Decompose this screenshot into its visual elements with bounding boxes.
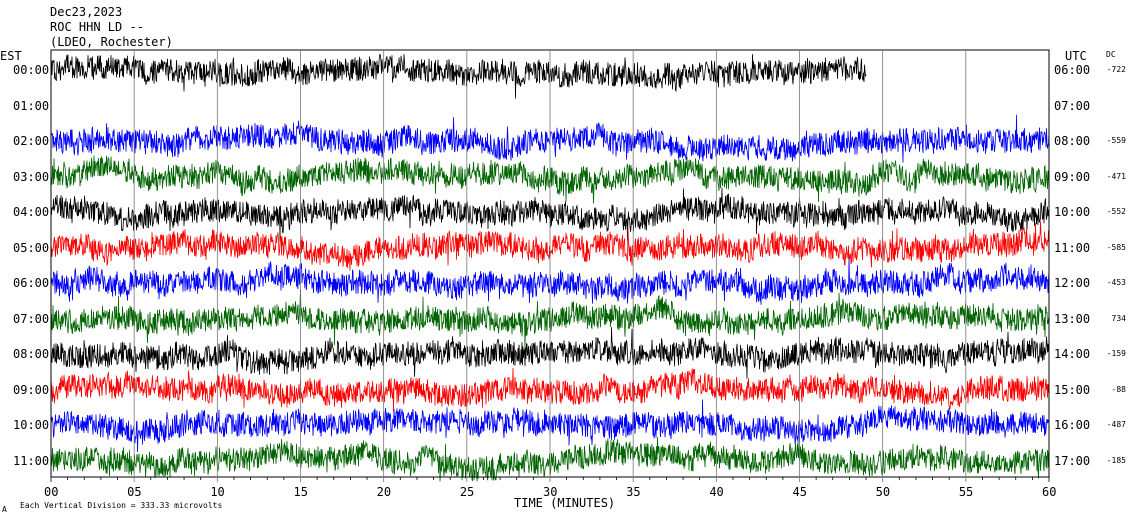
x-tick-label: 05	[127, 485, 142, 499]
dc-offset-label: -559	[1106, 136, 1126, 145]
right-hour-label: 09:00	[1054, 169, 1091, 184]
right-hour-label: 07:00	[1054, 98, 1091, 113]
dc-offset-label: -722	[1106, 65, 1126, 74]
dc-offset-label: -159	[1106, 349, 1126, 358]
dc-offset-label: -552	[1106, 207, 1126, 216]
left-hour-label: 09:00	[13, 382, 50, 397]
x-axis-title: TIME (MINUTES)	[514, 496, 616, 510]
scale-note: Each Vertical Division = 333.33 microvol…	[20, 501, 223, 510]
x-tick-label: 50	[875, 485, 891, 499]
est-zone-label: EST	[0, 49, 22, 63]
x-tick-label: 60	[1042, 485, 1057, 499]
utc-zone-label: UTC	[1065, 49, 1087, 63]
right-hour-label: 06:00	[1054, 63, 1091, 77]
right-hour-label: 16:00	[1054, 418, 1091, 432]
dc-offset-label: 734	[1111, 313, 1126, 323]
left-hour-label: 08:00	[13, 347, 50, 361]
dc-column-label: DC	[1106, 50, 1116, 59]
right-hour-label: 11:00	[1054, 240, 1091, 255]
left-hour-label: 11:00	[13, 453, 50, 468]
right-hour-label: 12:00	[1054, 276, 1091, 290]
network-name: (LDEO, Rochester)	[50, 35, 173, 49]
x-tick-label: 15	[293, 485, 308, 499]
right-hour-label: 17:00	[1054, 453, 1091, 468]
corner-mark: A	[2, 505, 7, 514]
left-hour-label: 10:00	[13, 418, 50, 432]
dc-offset-label: -487	[1106, 420, 1126, 429]
left-hour-label: 05:00	[13, 240, 50, 255]
station-name: ROC HHN LD --	[50, 20, 144, 34]
right-hour-label: 08:00	[1054, 134, 1091, 148]
left-hour-label: 03:00	[13, 169, 50, 184]
dc-offset-label: -471	[1106, 171, 1126, 181]
left-hour-label: 04:00	[13, 205, 50, 219]
x-tick-label: 45	[792, 485, 807, 499]
right-hour-label: 10:00	[1054, 205, 1091, 219]
x-tick-label: 40	[709, 485, 724, 499]
dc-offset-label: -453	[1106, 278, 1126, 287]
x-tick-label: 55	[958, 485, 974, 499]
dc-offset-label: -185	[1106, 455, 1126, 465]
right-hour-label: 15:00	[1054, 382, 1091, 397]
grid-lines	[50, 49, 1050, 482]
left-hour-label: 01:00	[13, 98, 50, 113]
x-tick-label: 25	[459, 485, 475, 499]
left-hour-label: 02:00	[13, 134, 50, 148]
chart-date: Dec23,2023	[50, 5, 123, 19]
x-tick-label: 35	[626, 485, 641, 499]
x-tick-label: 30	[543, 485, 558, 499]
trace-0000	[50, 53, 867, 99]
left-hour-label: 00:00	[13, 63, 50, 77]
x-tick-label: 10	[210, 485, 225, 499]
x-tick-label: 20	[376, 485, 392, 499]
left-hour-label: 06:00	[13, 276, 50, 290]
x-tick-label: 00	[44, 485, 59, 499]
right-hour-label: 14:00	[1054, 347, 1091, 361]
dc-offset-label: -88	[1111, 384, 1126, 394]
dc-offset-label: -585	[1106, 242, 1126, 252]
right-hour-label: 13:00	[1054, 311, 1091, 326]
left-hour-label: 07:00	[13, 311, 50, 326]
